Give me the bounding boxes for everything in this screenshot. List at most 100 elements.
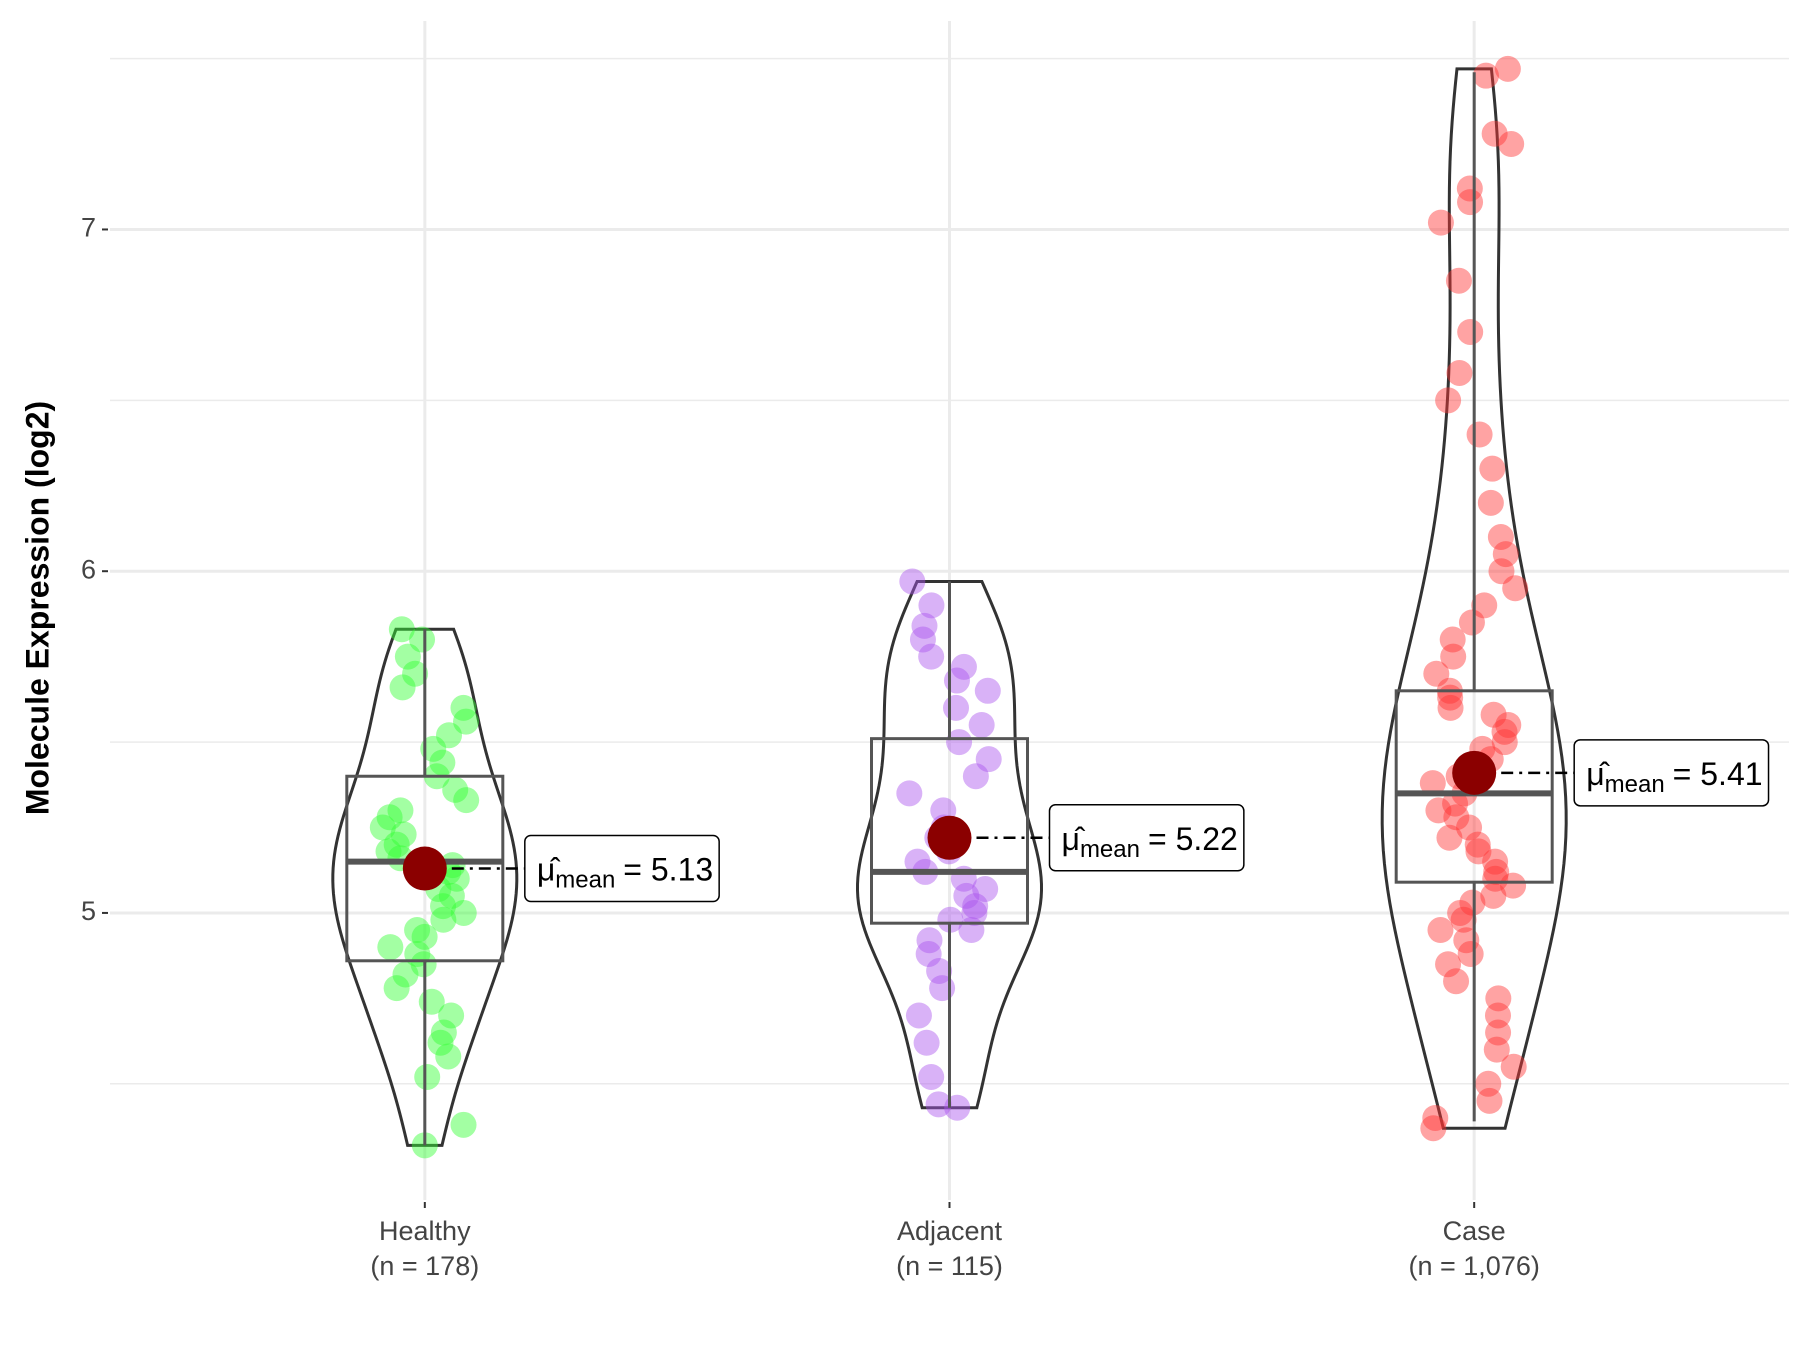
point	[1466, 421, 1493, 448]
point	[946, 729, 973, 756]
point	[427, 1029, 454, 1056]
point	[1443, 804, 1470, 831]
mean-label-box	[1573, 739, 1770, 807]
point	[390, 821, 417, 848]
point	[962, 893, 989, 920]
x-tick-label: Case	[1443, 1216, 1506, 1246]
point	[1435, 951, 1462, 978]
point	[392, 961, 419, 988]
point	[950, 653, 977, 680]
mean-point	[402, 846, 447, 891]
point	[1459, 889, 1486, 916]
point	[429, 749, 456, 776]
y-tick-label: 5	[81, 896, 96, 926]
point	[443, 865, 470, 892]
point	[909, 626, 936, 653]
point	[918, 592, 945, 619]
point	[962, 763, 989, 790]
point	[1419, 770, 1446, 797]
x-tick-sublabel: (n = 178)	[370, 1251, 479, 1281]
violin	[331, 627, 519, 1147]
x-tick-sublabel: (n = 1,076)	[1409, 1251, 1540, 1281]
point	[404, 917, 431, 944]
point	[1472, 62, 1499, 89]
point	[1484, 1002, 1511, 1029]
point	[369, 814, 396, 841]
mean-label: μ̂mean = 5.41	[1573, 739, 1770, 807]
point	[961, 899, 988, 926]
mean-subscript: mean	[1605, 771, 1665, 798]
point	[388, 616, 415, 643]
box	[870, 737, 1029, 925]
point	[1436, 824, 1463, 851]
point	[1443, 968, 1470, 995]
point	[435, 1043, 462, 1070]
point	[1471, 592, 1498, 619]
point	[453, 708, 480, 735]
point	[916, 927, 943, 954]
point	[972, 876, 999, 903]
point	[937, 906, 964, 933]
point	[1445, 267, 1472, 294]
point	[1437, 694, 1464, 721]
point	[1457, 940, 1484, 967]
point	[1475, 1070, 1502, 1097]
y-axis-label: Molecule Expression (log2)	[19, 401, 55, 815]
point	[1442, 790, 1469, 817]
point	[1500, 1053, 1527, 1080]
point	[1481, 120, 1508, 147]
point	[376, 804, 403, 831]
x-tick-label: Adjacent	[897, 1216, 1003, 1246]
point	[1425, 797, 1452, 824]
mean-subscript: mean	[1080, 836, 1140, 863]
mean-value: = 5.41	[1673, 756, 1763, 792]
point	[1456, 175, 1483, 202]
mean-value: = 5.13	[623, 852, 713, 888]
point	[383, 831, 410, 858]
point	[918, 1063, 945, 1090]
point	[1487, 524, 1514, 551]
point	[394, 643, 421, 670]
point	[918, 643, 945, 670]
point	[1480, 701, 1507, 728]
point	[387, 797, 414, 824]
mean-label: μ̂mean = 5.13	[524, 834, 720, 903]
point	[420, 735, 447, 762]
point	[1483, 1036, 1510, 1063]
x-tick-label: Healthy	[379, 1216, 471, 1246]
point	[430, 893, 457, 920]
point	[953, 882, 980, 909]
point	[1427, 209, 1454, 236]
point	[1440, 643, 1467, 670]
mean-point	[1452, 750, 1497, 795]
point	[1488, 558, 1515, 585]
point	[430, 1019, 457, 1046]
point	[926, 958, 953, 985]
point	[1482, 865, 1509, 892]
point	[968, 711, 995, 738]
point	[383, 975, 410, 1002]
point	[418, 988, 445, 1015]
point	[389, 674, 416, 701]
point	[438, 882, 465, 909]
mean-subscript: mean	[555, 867, 615, 894]
point	[1422, 1104, 1449, 1131]
point	[1482, 848, 1509, 875]
point	[1500, 872, 1527, 899]
point	[450, 1111, 477, 1138]
mean-label-text: μ̂mean = 5.13	[537, 852, 713, 894]
point	[899, 568, 926, 595]
point	[438, 1002, 465, 1029]
y-tick-label: 6	[81, 554, 96, 584]
point	[1427, 917, 1454, 944]
point	[430, 906, 457, 933]
point	[1477, 489, 1504, 516]
mean-label-text: μ̂mean = 5.22	[1062, 821, 1238, 863]
y-tick-label: 7	[81, 213, 96, 243]
point	[896, 780, 923, 807]
mean-value: = 5.22	[1148, 821, 1238, 857]
point	[1495, 711, 1522, 738]
point	[1479, 455, 1506, 482]
point	[1476, 1087, 1503, 1114]
